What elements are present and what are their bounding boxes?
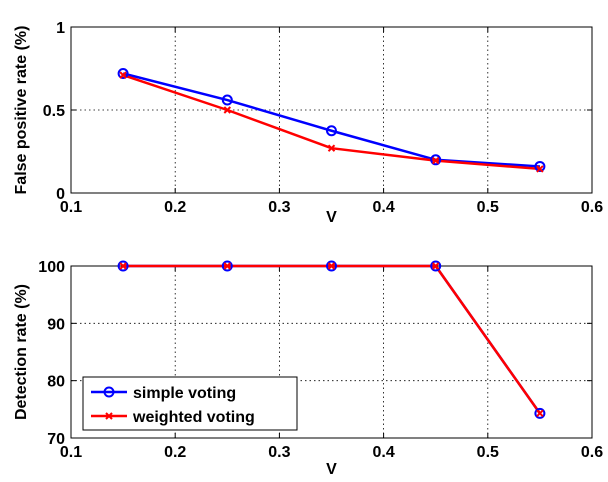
bottom-y-tick-label: 90 (47, 316, 65, 333)
bottom-x-axis-label: V (326, 461, 337, 478)
bottom-point-weighted-voting (431, 262, 440, 270)
top-point-simple-voting (326, 125, 337, 137)
bottom-point-simple-voting (117, 260, 129, 272)
top-series-line-simple-voting (122, 72, 540, 168)
top-x-tick-label: 0.6 (581, 199, 603, 216)
legend-label-simple-voting: simple voting (133, 385, 236, 402)
bottom-y-tick-label: 80 (47, 374, 65, 391)
bottom-point-simple-voting (221, 260, 233, 272)
top-point-simple-voting (430, 154, 442, 166)
legend: simple voting weighted voting (82, 376, 298, 431)
bottom-x-tick-label: 0.5 (477, 444, 499, 461)
bottom-point-simple-voting (534, 407, 546, 419)
top-x-tick-label: 0.4 (372, 199, 394, 216)
legend-box (82, 376, 298, 431)
bottom-x-tick-label: 0.1 (60, 444, 82, 461)
bottom-point-simple-voting (430, 260, 442, 272)
legend-marker-simple-voting (103, 386, 115, 398)
bottom-point-weighted-voting (223, 262, 232, 270)
top-point-simple-voting (117, 67, 129, 79)
top-point-weighted-voting (119, 71, 127, 79)
top-y-tick-label: 0 (56, 186, 65, 203)
top-point-weighted-voting (223, 106, 232, 114)
top-x-tick-label: 0.2 (164, 199, 186, 216)
top-point-simple-voting (221, 94, 233, 106)
bottom-y-tick-label: 70 (47, 431, 65, 448)
bottom-chart: 0.1 0.2 0.3 0.4 0.5 0.6 70 80 90 100 V Detection ra… (13, 259, 603, 478)
top-point-weighted-voting (536, 165, 544, 173)
top-point-simple-voting (534, 160, 546, 172)
top-x-tick-label: 0.3 (268, 199, 290, 216)
top-x-tick-label: 0.5 (477, 199, 499, 216)
top-point-weighted-voting (327, 144, 336, 152)
top-y-axis-label: False positive rate (%) (13, 26, 30, 195)
bottom-x-tick-label: 0.3 (268, 444, 290, 461)
bottom-point-weighted-voting (327, 262, 336, 270)
bottom-point-weighted-voting (536, 409, 544, 418)
bottom-y-tick-label: 100 (38, 259, 65, 276)
bottom-x-tick-label: 0.6 (581, 444, 603, 461)
legend-marker-weighted-voting (105, 412, 113, 420)
top-point-weighted-voting (431, 156, 440, 165)
bottom-point-simple-voting (326, 260, 337, 272)
top-chart: 0.1 0.2 0.3 0.4 0.5 0.6 0 0.5 1 V False positive r… (13, 20, 603, 226)
bottom-x-tick-label: 0.4 (372, 444, 394, 461)
top-x-tick-label: 0.1 (60, 199, 82, 216)
top-x-axis-label: V (326, 209, 337, 226)
bottom-y-axis-label: Detection rate (%) (13, 284, 30, 420)
top-y-tick-label: 1 (56, 20, 65, 37)
bottom-point-weighted-voting (119, 262, 127, 270)
top-y-tick-label: 0.5 (43, 103, 65, 120)
legend-label-weighted-voting: weighted voting (132, 409, 255, 426)
bottom-x-tick-label: 0.2 (164, 444, 186, 461)
